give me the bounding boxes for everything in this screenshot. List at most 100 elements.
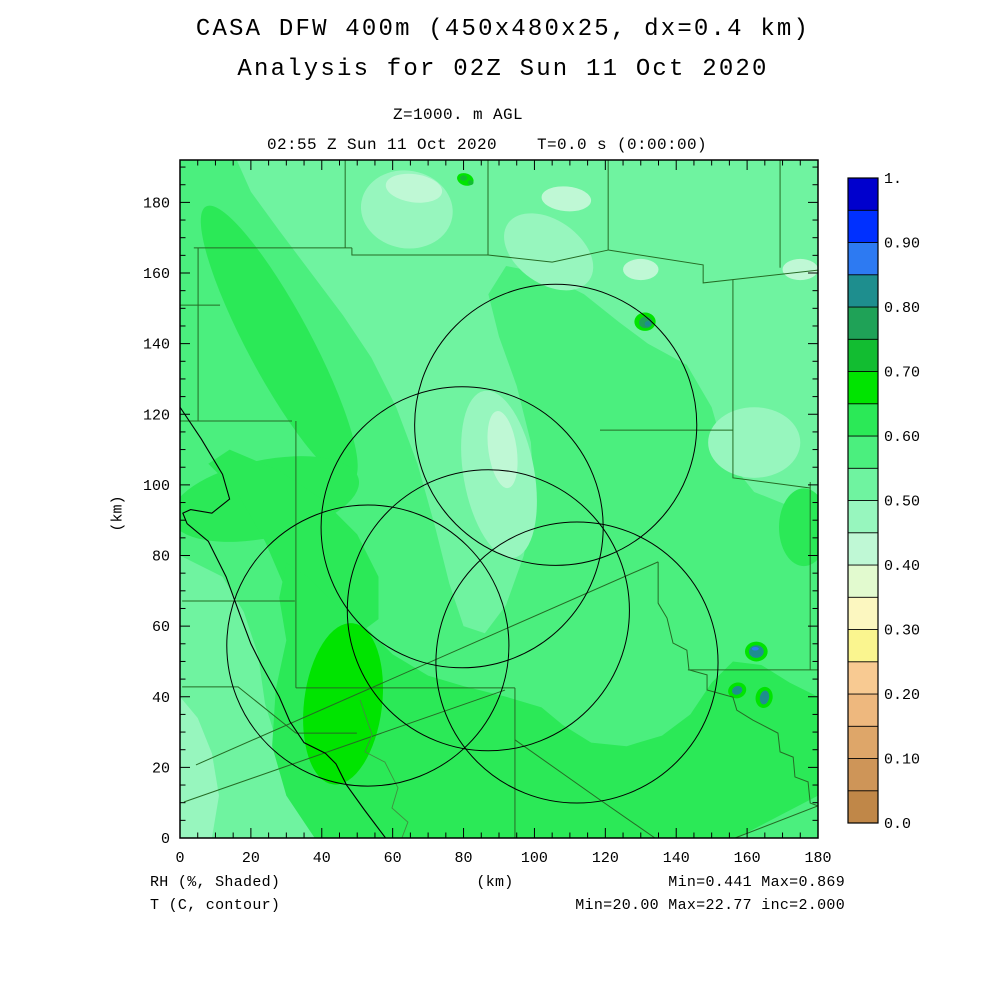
colorbar-segment [847, 758, 879, 792]
lightest-right-b [623, 258, 659, 281]
colorbar-label: 0.90 [884, 236, 920, 253]
radar-range-circle [436, 522, 718, 803]
colorbar-label: 1. [884, 171, 902, 188]
axis-tick-labels: 0 20 40 60 80 100 120 140 160 180 0 20 40 60 80 100 120 1… [143, 195, 832, 867]
y-tick-label: 0 [161, 831, 170, 848]
colorbar-label: 0.30 [884, 623, 920, 640]
spot-se2-core [731, 686, 743, 695]
y-tick-label: 120 [143, 407, 170, 424]
colorbar-segment [847, 693, 879, 727]
colorbar-segment [847, 532, 879, 566]
colorbar-segment [847, 371, 879, 405]
temperature-contour [180, 407, 386, 838]
lightest-top-a [385, 173, 443, 203]
colorbar-segment [847, 790, 879, 824]
colorbar-segment [847, 435, 879, 469]
x-tick-label: 100 [521, 850, 548, 867]
axis-ticks [179, 160, 819, 839]
lighter-sw-corner [180, 696, 219, 838]
radar-range-circles [227, 284, 718, 803]
figure-title-line1: CASA DFW 400m (450x480x25, dx=0.4 km) [195, 16, 811, 43]
spot-top-core-a [460, 175, 468, 181]
colorbar-segment [847, 596, 879, 630]
spot-top-core-b [467, 180, 474, 186]
river-line [360, 700, 408, 838]
radar-range-circle [347, 470, 629, 751]
colorbar-label: 0.10 [884, 752, 920, 769]
x-tick-label: 180 [804, 850, 831, 867]
colorbar-label: 0.20 [884, 687, 920, 704]
y-tick-label: 100 [143, 478, 170, 495]
overlay-lines [180, 160, 818, 838]
radar-range-circle [415, 284, 697, 565]
colorbar-segment [847, 242, 879, 276]
x-tick-label: 40 [313, 850, 331, 867]
county-line [733, 279, 810, 488]
t-minmax-label: Min=20.00 Max=22.77 inc=2.000 [575, 897, 845, 914]
spot-se3-core [759, 690, 770, 705]
lightest-center [487, 411, 518, 489]
x-tick-label: 0 [175, 850, 184, 867]
lighter-top-b [504, 213, 594, 291]
county-line [658, 562, 818, 806]
x-tick-label: 140 [663, 850, 690, 867]
y-tick-label: 20 [152, 760, 170, 777]
x-tick-label: 60 [384, 850, 402, 867]
contour-field-label: T (C, contour) [150, 897, 281, 914]
colorbar-segment [847, 564, 879, 598]
time-label: 02:55 Z Sun 11 Oct 2020 T=0.0 s (0:00:00… [266, 136, 708, 154]
y-tick-label: 80 [152, 549, 170, 566]
colorbar-frame [847, 177, 879, 824]
colorbar-label: 0.0 [884, 816, 911, 833]
radar-range-circle [227, 505, 509, 786]
colorbar: 1. 0.90 0.80 0.70 0.60 0.50 0.40 0.30 0.20 0.10 0.… [847, 171, 920, 833]
map-area [180, 160, 818, 838]
colorbar-segment [847, 725, 879, 759]
dark-south [272, 562, 818, 838]
dark-nw-band [200, 205, 358, 482]
county-line [608, 250, 818, 283]
lighter-right [708, 407, 801, 478]
county-line [184, 690, 505, 802]
y-tick-label: 40 [152, 690, 170, 707]
y-tick-label: 180 [143, 195, 170, 212]
dark-mid [208, 449, 379, 641]
lightest-right-a [782, 258, 818, 281]
level-label: Z=1000. m AGL [392, 106, 524, 124]
shaded-field-label: RH (%, Shaded) [150, 874, 281, 891]
spot-se1-dot [751, 646, 759, 651]
y-tick-label: 140 [143, 337, 170, 354]
colorbar-segment [847, 629, 879, 663]
colorbar-label: 0.70 [884, 365, 920, 382]
county-line [488, 250, 608, 262]
colorbar-segment [847, 338, 879, 372]
rh-minmax-label: Min=0.441 Max=0.869 [668, 874, 845, 891]
colorbar-segment [847, 403, 879, 437]
county-line [352, 248, 488, 255]
y-tick-label: 60 [152, 619, 170, 636]
county-line [182, 687, 296, 733]
x-tick-label: 120 [592, 850, 619, 867]
x-tick-label: 80 [455, 850, 473, 867]
colorbar-segment [847, 661, 879, 695]
shading-layer [180, 160, 818, 838]
lightest-top-b [541, 186, 592, 212]
colorbar-label: 0.50 [884, 494, 920, 511]
county-line [515, 740, 655, 838]
colorbar-segment [847, 306, 879, 340]
colorbar-segment [847, 500, 879, 534]
x-tick-label: 20 [242, 850, 260, 867]
y-tick-label: 160 [143, 266, 170, 283]
colorbar-segment [847, 177, 879, 211]
colorbar-label: 0.60 [884, 429, 920, 446]
colorbar-segment [847, 274, 879, 308]
bright-blob [303, 623, 383, 785]
light-upper [236, 160, 818, 634]
spot-ne-dot [644, 321, 652, 327]
county-line [735, 806, 818, 838]
colorbar-segment [847, 209, 879, 243]
x-tick-label: 160 [734, 850, 761, 867]
dark-right-edge [779, 488, 818, 567]
